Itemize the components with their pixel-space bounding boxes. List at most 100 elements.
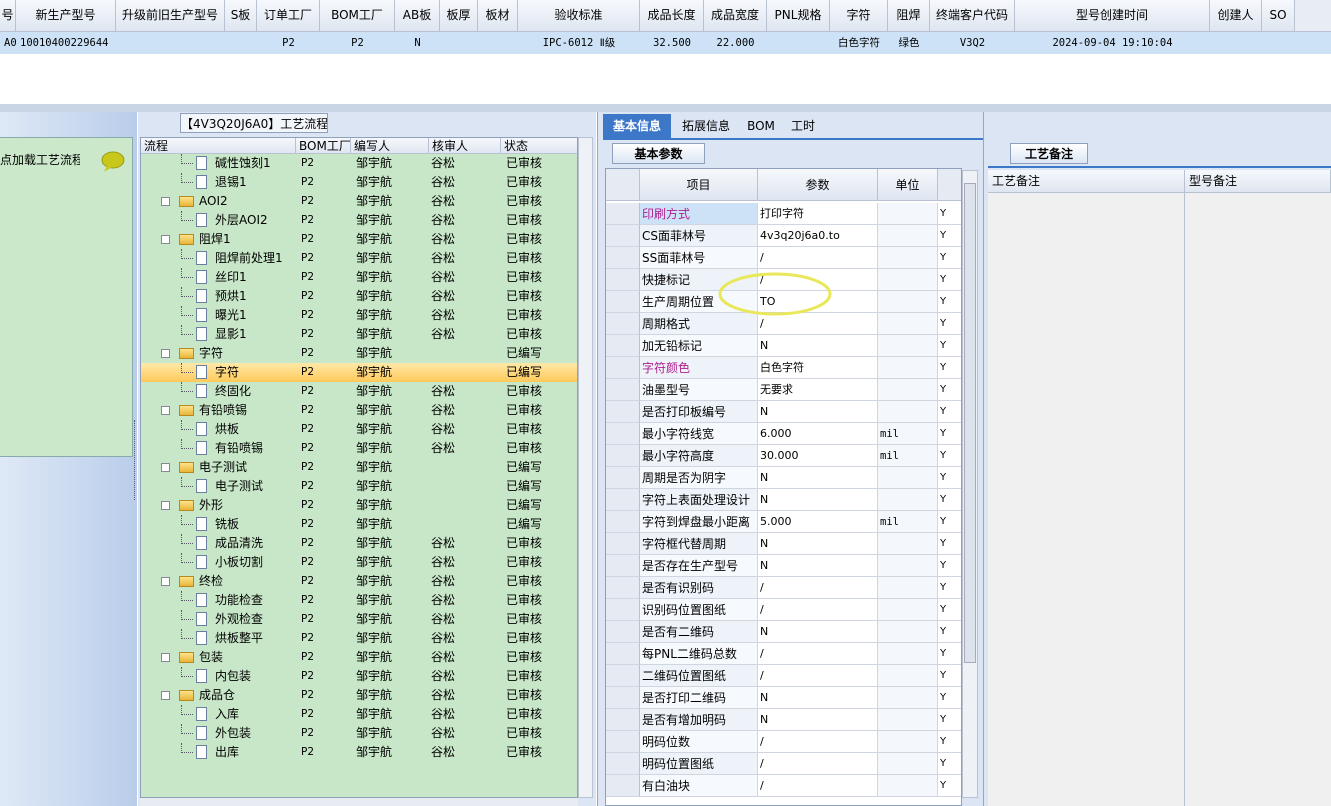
item-cell[interactable]: 最小字符线宽 bbox=[640, 423, 758, 445]
process-name[interactable]: 外形 bbox=[199, 498, 224, 512]
value-cell[interactable]: / bbox=[758, 313, 878, 335]
value-cell[interactable]: / bbox=[758, 643, 878, 665]
writer: 邹宇航 bbox=[356, 498, 393, 512]
item-cell[interactable]: 印刷方式 bbox=[640, 203, 758, 225]
scrollbar[interactable] bbox=[962, 170, 978, 798]
process-name[interactable]: 电子测试 bbox=[199, 460, 248, 474]
process-name[interactable]: 包装 bbox=[199, 650, 224, 664]
process-name[interactable]: 有铅喷锡 bbox=[215, 441, 264, 455]
value-cell[interactable]: 5.000 bbox=[758, 511, 878, 533]
value-cell[interactable]: 白色字符 bbox=[758, 357, 878, 379]
item-cell[interactable]: 字符上表面处理设计 bbox=[640, 489, 758, 511]
process-name[interactable]: 显影1 bbox=[215, 327, 247, 341]
item-cell[interactable]: 识别码位置图纸 bbox=[640, 599, 758, 621]
process-name[interactable]: 小板切割 bbox=[215, 555, 264, 569]
item-cell[interactable]: 是否存在生产型号 bbox=[640, 555, 758, 577]
value-cell[interactable]: 6.000 bbox=[758, 423, 878, 445]
value-cell[interactable]: 无要求 bbox=[758, 379, 878, 401]
sub-tab[interactable]: 基本参数 bbox=[612, 143, 705, 164]
value-cell[interactable]: TO bbox=[758, 291, 878, 313]
item-cell[interactable]: 是否有增加明码 bbox=[640, 709, 758, 731]
writer: 邹宇航 bbox=[356, 422, 393, 436]
process-name[interactable]: 成品清洗 bbox=[215, 536, 264, 550]
item-cell[interactable]: 字符颜色 bbox=[640, 357, 758, 379]
tab[interactable]: 拓展信息 bbox=[681, 119, 730, 133]
item-cell[interactable]: 最小字符高度 bbox=[640, 445, 758, 467]
process-name[interactable]: 成品仓 bbox=[199, 688, 236, 702]
item-cell[interactable]: 油墨型号 bbox=[640, 379, 758, 401]
item-cell[interactable]: 明码位数 bbox=[640, 731, 758, 753]
value-cell[interactable]: N bbox=[758, 533, 878, 555]
flag-cell: Y bbox=[938, 687, 961, 709]
item-cell[interactable]: 是否打印二维码 bbox=[640, 687, 758, 709]
value-cell[interactable]: 打印字符 bbox=[758, 203, 878, 225]
process-name[interactable]: 字符 bbox=[199, 346, 224, 360]
process-name[interactable]: 内包装 bbox=[215, 669, 252, 683]
value-cell[interactable]: 30.000 bbox=[758, 445, 878, 467]
remarks-tab[interactable]: 工艺备注 bbox=[1010, 143, 1088, 164]
value-cell[interactable]: N bbox=[758, 401, 878, 423]
process-name[interactable]: AOI2 bbox=[199, 194, 228, 208]
item-cell[interactable]: 是否有识别码 bbox=[640, 577, 758, 599]
process-name[interactable]: 烘板整平 bbox=[215, 631, 264, 645]
process-name[interactable]: 外层AOI2 bbox=[215, 213, 268, 227]
item-cell[interactable]: 二维码位置图纸 bbox=[640, 665, 758, 687]
process-name[interactable]: 阻焊前处理1 bbox=[215, 251, 283, 265]
scroll-thumb[interactable] bbox=[964, 183, 976, 663]
value-cell[interactable]: / bbox=[758, 247, 878, 269]
scrollbar[interactable] bbox=[578, 137, 593, 798]
item-cell[interactable]: 有白油块 bbox=[640, 775, 758, 797]
value-cell[interactable]: / bbox=[758, 731, 878, 753]
process-name[interactable]: 预烘1 bbox=[215, 289, 247, 303]
process-name[interactable]: 丝印1 bbox=[215, 270, 247, 284]
item-cell[interactable]: 每PNL二维码总数 bbox=[640, 643, 758, 665]
item-cell[interactable]: 是否有二维码 bbox=[640, 621, 758, 643]
process-name[interactable]: 终检 bbox=[199, 574, 224, 588]
tab[interactable]: 工时 bbox=[790, 119, 815, 133]
item-cell[interactable]: 加无铅标记 bbox=[640, 335, 758, 357]
unit-cell bbox=[878, 533, 938, 555]
item-cell[interactable]: SS面菲林号 bbox=[640, 247, 758, 269]
process-name[interactable]: 外包装 bbox=[215, 726, 252, 740]
item-cell[interactable]: 生产周期位置 bbox=[640, 291, 758, 313]
value-cell[interactable]: N bbox=[758, 555, 878, 577]
process-name[interactable]: 终固化 bbox=[215, 384, 252, 398]
item-cell[interactable]: 是否打印板编号 bbox=[640, 401, 758, 423]
value-cell[interactable]: / bbox=[758, 753, 878, 775]
value-cell[interactable]: N bbox=[758, 335, 878, 357]
process-name[interactable]: 外观检查 bbox=[215, 612, 264, 626]
tab[interactable]: BOM bbox=[747, 119, 775, 133]
item-cell[interactable]: 周期格式 bbox=[640, 313, 758, 335]
item-cell[interactable]: CS面菲林号 bbox=[640, 225, 758, 247]
process-name[interactable]: 碱性蚀刻1 bbox=[215, 156, 271, 170]
item-cell[interactable]: 字符框代替周期 bbox=[640, 533, 758, 555]
process-name[interactable]: 退锡1 bbox=[215, 175, 247, 189]
process-name[interactable]: 曝光1 bbox=[215, 308, 247, 322]
process-name[interactable]: 字符 bbox=[215, 365, 240, 379]
value-cell[interactable]: / bbox=[758, 577, 878, 599]
item-cell[interactable]: 周期是否为阴字 bbox=[640, 467, 758, 489]
value-cell[interactable]: N bbox=[758, 467, 878, 489]
value-cell[interactable]: N bbox=[758, 621, 878, 643]
value-cell[interactable]: N bbox=[758, 489, 878, 511]
process-name[interactable]: 功能检查 bbox=[215, 593, 264, 607]
value-cell[interactable]: / bbox=[758, 665, 878, 687]
item-cell[interactable]: 快捷标记 bbox=[640, 269, 758, 291]
value-cell[interactable]: N bbox=[758, 709, 878, 731]
row-header bbox=[606, 489, 640, 511]
h-scrollbar[interactable] bbox=[140, 798, 578, 806]
item-cell[interactable]: 明码位置图纸 bbox=[640, 753, 758, 775]
value-cell[interactable]: N bbox=[758, 687, 878, 709]
tab[interactable]: 基本信息 bbox=[603, 114, 671, 138]
process-name[interactable]: 有铅喷锡 bbox=[199, 403, 248, 417]
process-name[interactable]: 烘板 bbox=[215, 422, 240, 436]
value-cell[interactable]: / bbox=[758, 775, 878, 797]
process-name[interactable]: 铣板 bbox=[215, 517, 240, 531]
process-name[interactable]: 出库 bbox=[215, 745, 240, 759]
process-name[interactable]: 阻焊1 bbox=[199, 232, 231, 246]
value-cell[interactable]: / bbox=[758, 599, 878, 621]
process-name[interactable]: 入库 bbox=[215, 707, 240, 721]
value-cell[interactable]: 4v3q20j6a0.to bbox=[758, 225, 878, 247]
process-name[interactable]: 电子测试 bbox=[215, 479, 264, 493]
item-cell[interactable]: 字符到焊盘最小距离 bbox=[640, 511, 758, 533]
